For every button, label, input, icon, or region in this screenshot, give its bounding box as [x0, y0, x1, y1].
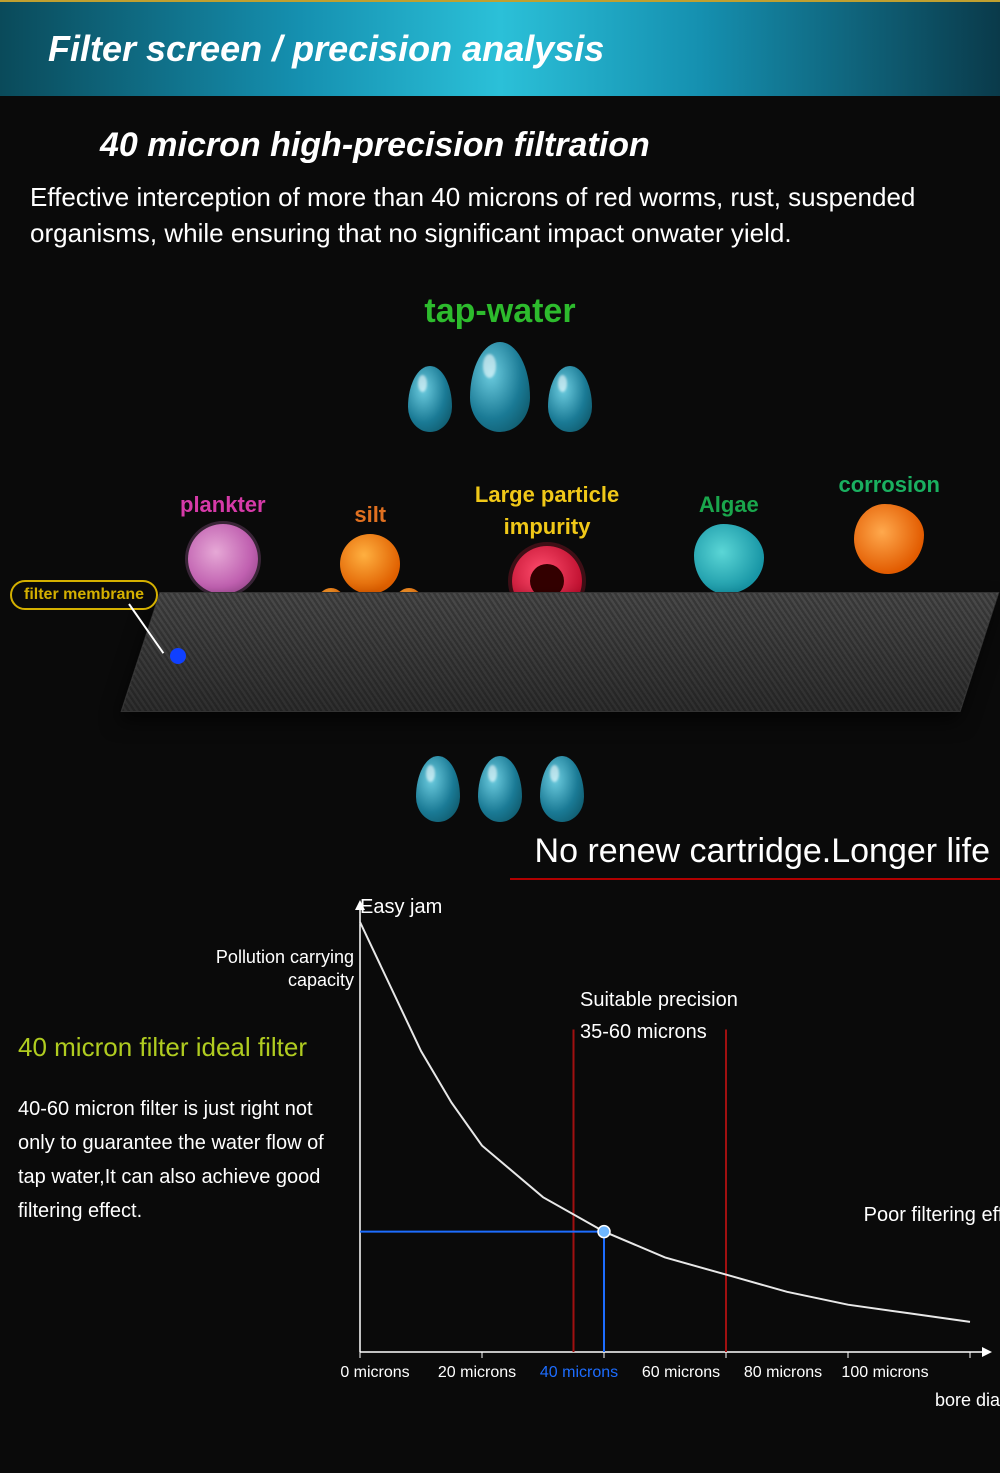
plankter-label: plankter [180, 492, 266, 518]
impurity-silt: silt [340, 502, 400, 594]
chart-xtick: 80 microns [732, 1364, 834, 1382]
filter-membrane [121, 592, 1000, 712]
water-drop-icon [408, 366, 452, 432]
impurity-plankter: plankter [180, 492, 266, 594]
silt-icon [340, 534, 400, 594]
impurities-row: plankter silt Large particle impurity Al… [180, 472, 940, 594]
corrosion-label: corrosion [839, 472, 940, 498]
chart-xtick: 20 microns [426, 1364, 528, 1382]
water-drops-top [408, 342, 592, 432]
header-bar: Filter screen / precision analysis [0, 0, 1000, 96]
no-renew-title: No renew cartridge.Longer life [535, 832, 1000, 871]
section1-header: 40 micron high-precision filtration [0, 96, 1000, 179]
ideal-description: 40-60 micron filter is just right not on… [18, 1092, 348, 1228]
precision-chart: Easy jam Pollution carrying capacity Sui… [350, 892, 990, 1402]
water-drop-icon [478, 756, 522, 822]
corrosion-icon [854, 504, 924, 574]
algae-label: Algae [699, 492, 759, 518]
large-label-2: impurity [504, 514, 591, 540]
ideal-title: 40 micron filter ideal filter [18, 1032, 307, 1063]
plankter-icon [188, 524, 258, 594]
chart-xtick: 60 microns [630, 1364, 732, 1382]
large-label-1: Large particle [475, 482, 619, 508]
section2: No renew cartridge.Longer life 40 micron… [0, 832, 1000, 1442]
title-underline [510, 878, 1000, 880]
chart-annotation-suitable: Suitable precision 35-60 microns [580, 984, 738, 1048]
silt-label: silt [354, 502, 386, 528]
water-drop-icon [540, 756, 584, 822]
chart-xlabel: bore diameter [935, 1390, 1000, 1412]
impurity-corrosion: corrosion [839, 472, 940, 574]
section1-title: 40 micron high-precision filtration [100, 126, 960, 165]
chart-xtick: 100 microns [834, 1364, 936, 1382]
chart-xtick: 0 microns [324, 1364, 426, 1382]
section1-description: Effective interception of more than 40 m… [0, 179, 1000, 252]
suitable-line1: Suitable precision [580, 989, 738, 1011]
chart-annotation-easy-jam: Easy jam [360, 896, 442, 919]
filter-diagram: tap-water plankter silt Large particle i… [0, 272, 1000, 832]
chart-annotation-poor: Poor filtering effect [864, 1204, 1000, 1227]
algae-icon [694, 524, 764, 594]
chart-xticks: 0 microns20 microns40 microns60 microns8… [324, 1364, 990, 1382]
chart-xlabel-text: bore diameter [935, 1390, 1000, 1410]
chart-svg [350, 892, 990, 1362]
water-drop-icon [548, 366, 592, 432]
suitable-line2: 35-60 microns [580, 1021, 707, 1043]
water-drops-bottom [416, 756, 584, 822]
water-drop-icon [470, 342, 530, 432]
chart-xtick: 40 microns [528, 1364, 630, 1382]
filter-pointer-dot [170, 648, 186, 664]
page-title: Filter screen / precision analysis [48, 28, 604, 70]
impurity-algae: Algae [694, 492, 764, 594]
water-drop-icon [416, 756, 460, 822]
tap-water-label: tap-water [424, 292, 575, 331]
filter-membrane-label: filter membrane [10, 580, 158, 610]
chart-ylabel: Pollution carrying capacity [194, 946, 354, 993]
